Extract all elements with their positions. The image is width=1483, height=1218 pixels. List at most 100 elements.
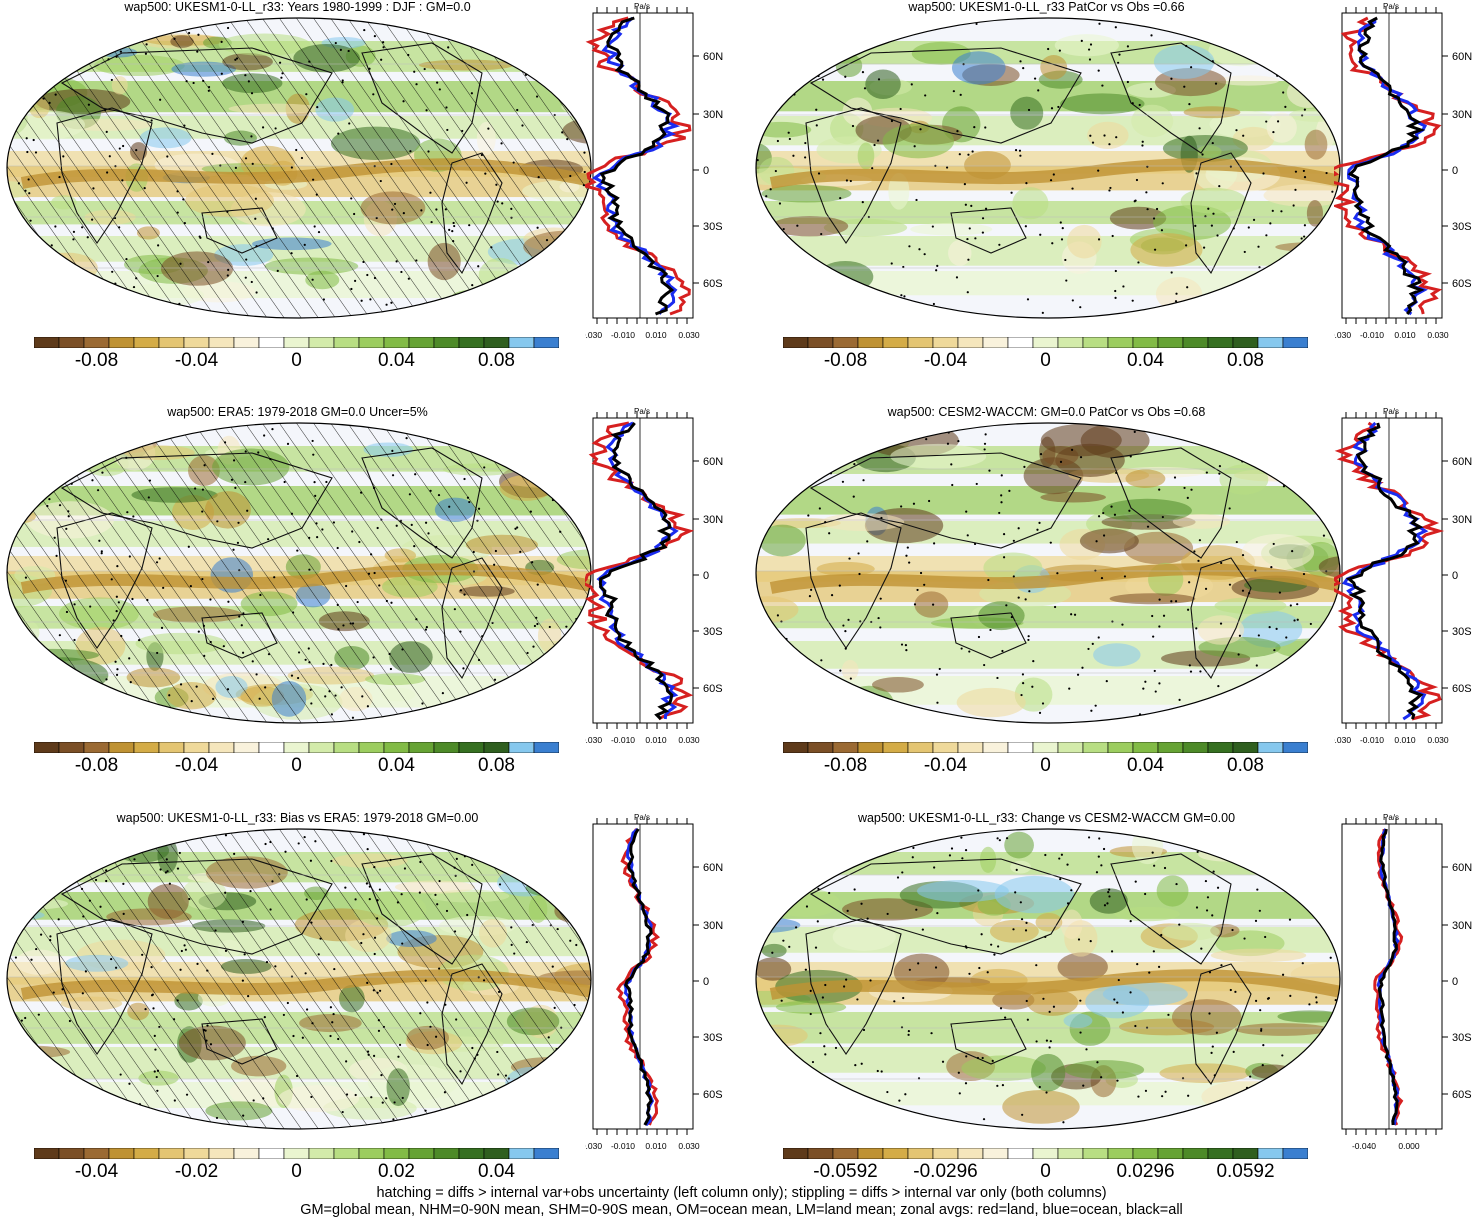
profile-tick-label: 0.010	[645, 735, 667, 745]
colorbar-swatch	[857, 1148, 884, 1159]
colorbar-swatch	[783, 337, 809, 348]
profile-unit: Pa/s	[634, 813, 650, 822]
colorbar-swatch	[333, 742, 360, 753]
colorbar-swatch	[882, 1148, 909, 1159]
colorbar-swatch	[458, 337, 485, 348]
colorbar-swatch	[108, 1148, 135, 1159]
latitude-tick-label: 0	[703, 976, 709, 988]
colorbar-swatch	[58, 1148, 85, 1159]
colorbar-swatch	[233, 1148, 260, 1159]
colorbar-swatch	[83, 337, 110, 348]
all-zonal-mean-line	[1345, 422, 1424, 720]
colorbar-swatch	[1232, 1148, 1259, 1159]
colorbar-swatch	[1007, 337, 1034, 348]
colorbar	[783, 1148, 1308, 1159]
colorbar-swatch	[383, 742, 410, 753]
robinson-map	[6, 828, 592, 1130]
latitude-tick-label: 30N	[1452, 109, 1472, 121]
latitude-tick-label: 30N	[703, 920, 723, 932]
colorbar-swatch	[832, 1148, 859, 1159]
colorbar-swatch	[408, 337, 435, 348]
colorbar-swatch	[533, 337, 559, 348]
latitude-tick-label: 60N	[1452, 51, 1472, 63]
colorbar-swatch	[308, 1148, 335, 1159]
latitude-tick-label: 30N	[703, 514, 723, 526]
colorbar-swatch	[907, 337, 934, 348]
colorbar-swatch	[982, 337, 1009, 348]
colorbar	[34, 1148, 559, 1159]
colorbar-labels: -0.08 -0.04 0 0.04 0.08	[783, 350, 1308, 376]
colorbar-swatch	[1257, 1148, 1284, 1159]
colorbar-swatch	[957, 742, 984, 753]
colorbar-swatch	[133, 742, 160, 753]
colorbar-swatch	[783, 1148, 809, 1159]
profile-unit: Pa/s	[1383, 407, 1399, 416]
colorbar-swatch	[433, 742, 460, 753]
colorbar-tick-label: -0.04	[74, 1161, 119, 1182]
colorbar-swatch	[158, 337, 185, 348]
colorbar-swatch	[1157, 1148, 1184, 1159]
latitude-tick-label: 60S	[1452, 1089, 1472, 1101]
colorbar-labels: -0.08 -0.04 0 0.04 0.08	[783, 755, 1308, 781]
colorbar-labels: -0.0592 -0.0296 0 0.0296 0.0592	[783, 1161, 1308, 1187]
colorbar-swatch	[1057, 337, 1084, 348]
colorbar-swatch	[882, 337, 909, 348]
profile-tick-label: -0.030	[1334, 735, 1351, 745]
latitude-tick-label: 30S	[1452, 626, 1472, 638]
panel-title: wap500: UKESM1-0-LL_r33: Bias vs ERA5: 1…	[116, 811, 479, 825]
colorbar-tick-label: 0.0592	[1216, 1161, 1275, 1182]
colorbar-swatch	[34, 337, 60, 348]
profile-tick-label: 0.030	[678, 330, 700, 340]
colorbar-swatch	[1157, 742, 1184, 753]
colorbar-swatch	[383, 1148, 410, 1159]
colorbar-swatch	[1082, 1148, 1109, 1159]
colorbar-tick-label: -0.0592	[813, 1161, 878, 1182]
colorbar-swatch	[333, 337, 360, 348]
latitude-tick-label: 30S	[703, 626, 723, 638]
colorbar-tick-label: -0.08	[74, 350, 119, 371]
colorbar-swatch	[208, 1148, 235, 1159]
colorbar-swatch	[1207, 742, 1234, 753]
colorbar-tick-label: 0.0296	[1116, 1161, 1175, 1182]
all-zonal-mean-line	[1347, 16, 1426, 315]
colorbar-labels: -0.08 -0.04 0 0.04 0.08	[34, 350, 559, 376]
colorbar-swatch	[183, 337, 210, 348]
colorbar-swatch	[1282, 742, 1308, 753]
colorbar-swatch	[1032, 742, 1059, 753]
colorbar-tick-label: -0.02	[174, 1161, 219, 1182]
colorbar-swatch	[508, 742, 535, 753]
colorbar-swatch	[857, 337, 884, 348]
colorbar-tick-label: -0.08	[823, 350, 868, 371]
profile-tick-label: 0.030	[1427, 330, 1449, 340]
latitude-tick-label: 60N	[703, 862, 723, 874]
colorbar-swatch	[1132, 337, 1159, 348]
robinson-map	[6, 422, 592, 724]
map-panel-3: wap500: ERA5: 1979-2018 GM=0.0 Uncer=5% -…	[0, 405, 741, 805]
latitude-tick-label: 60S	[1452, 683, 1472, 695]
colorbar-swatch	[458, 742, 485, 753]
latitude-tick-label: 30N	[703, 109, 723, 121]
colorbar-swatch	[882, 742, 909, 753]
colorbar-swatch	[1057, 1148, 1084, 1159]
colorbar-tick-label: 0	[291, 755, 302, 776]
profile-tick-label: 0.000	[1398, 1141, 1420, 1151]
latitude-tick-label: 60N	[1452, 862, 1472, 874]
footer-line-1: hatching = diffs > internal var+obs unce…	[376, 1185, 1107, 1201]
colorbar-swatch	[1282, 337, 1308, 348]
colorbar-tick-label: -0.04	[174, 350, 219, 371]
panel-title: wap500: UKESM1-0-LL_r33 PatCor vs Obs =0…	[908, 0, 1185, 14]
colorbar-swatch	[1032, 1148, 1059, 1159]
colorbar-swatch	[508, 337, 535, 348]
colorbar-swatch	[258, 1148, 285, 1159]
zonal-mean-profile: 60N 30N 0 30S 60S Pa/s -0.030 -0.010 0.010 0.030	[1334, 407, 1472, 745]
latitude-tick-label: 30N	[1452, 514, 1472, 526]
latitude-tick-label: 0	[1452, 976, 1458, 988]
colorbar-swatch	[807, 742, 834, 753]
profile-tick-label: -0.030	[585, 1141, 602, 1151]
profile-tick-label: -0.030	[585, 735, 602, 745]
profile-tick-label: 0.010	[1394, 735, 1416, 745]
zonal-mean-profile: 60N 30N 0 30S 60S Pa/s -0.030 -0.010 0.010 0.030	[1334, 2, 1472, 340]
colorbar-tick-label: 0	[1040, 350, 1051, 371]
colorbar-swatch	[1182, 1148, 1209, 1159]
latitude-tick-label: 0	[1452, 165, 1458, 177]
